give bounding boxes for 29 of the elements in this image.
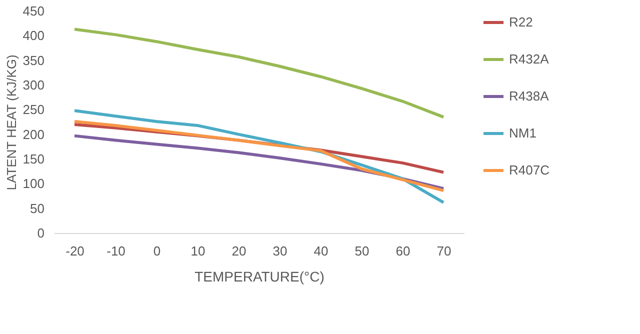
y-tick-label: 0 — [37, 226, 44, 240]
x-tick-label: -20 — [66, 244, 84, 258]
x-tick-label: 20 — [232, 244, 246, 258]
legend-label: R22 — [509, 14, 533, 30]
x-tick-label: 0 — [153, 244, 161, 258]
y-axis-title: LATENT HEAT (KJ/KG) — [4, 54, 19, 190]
y-tick-label: 200 — [22, 126, 44, 142]
x-tick-label: -10 — [106, 244, 126, 258]
x-tick-label: 40 — [314, 244, 328, 258]
line-series — [73, 28, 445, 119]
y-tick-label: 250 — [22, 102, 44, 118]
legend-label: R432A — [509, 52, 550, 66]
y-tick-label: 100 — [22, 176, 44, 192]
x-tick-label: 60 — [396, 244, 410, 258]
y-tick-label: 300 — [22, 78, 44, 92]
y-tick-label: 400 — [22, 28, 44, 44]
y-tick-label: 450 — [22, 4, 44, 18]
x-tick-label: 30 — [272, 244, 288, 258]
legend-label: R407C — [509, 162, 550, 178]
legend-label: NM1 — [509, 126, 536, 140]
line-series — [73, 120, 445, 192]
y-tick-label: 50 — [30, 200, 44, 216]
x-tick-label: 10 — [190, 244, 206, 258]
y-tick-label: 150 — [22, 152, 44, 166]
x-axis-title: TEMPERATURE(°C) — [194, 268, 324, 284]
x-tick-label: 70 — [436, 244, 452, 258]
x-tick-label: 50 — [354, 244, 370, 258]
legend-label: R438A — [509, 88, 550, 104]
y-tick-label: 350 — [22, 52, 44, 68]
